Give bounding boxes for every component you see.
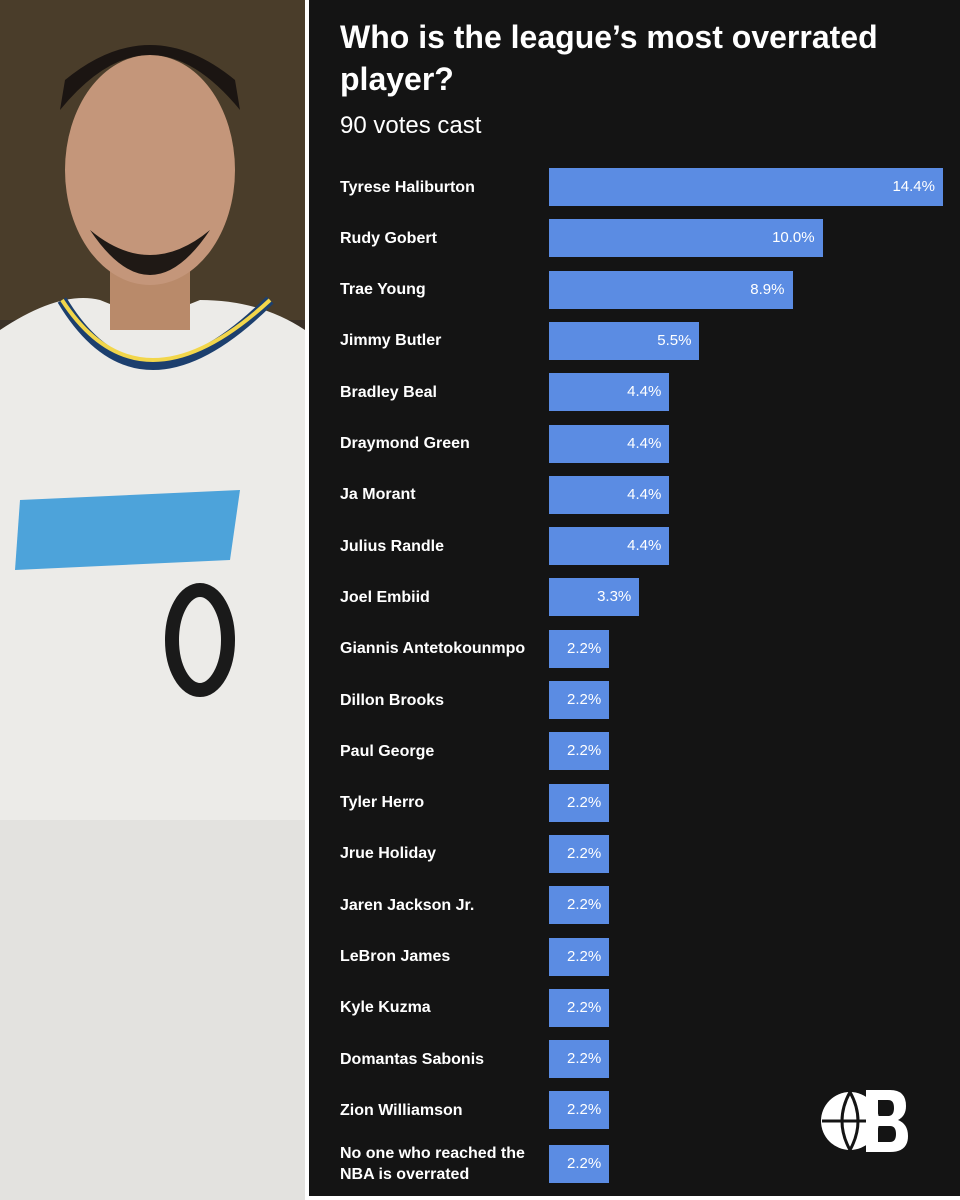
value-label: 14.4% [892, 178, 935, 195]
bar: 4.4% [549, 475, 670, 514]
value-label: 2.2% [566, 1101, 602, 1119]
category-label: Domantas Sabonis [340, 1050, 485, 1068]
value-label: 2.2% [566, 998, 602, 1016]
chart-title: Who is the league’s most overrated playe… [340, 19, 878, 97]
chart-panel: Who is the league’s most overrated playe… [309, 0, 960, 1196]
category-label: LeBron James [340, 948, 451, 965]
value-label: 2.2% [566, 1155, 602, 1173]
bar: 5.5% [549, 321, 700, 360]
category-label: No one who reached the NBA is overrated [340, 1145, 525, 1184]
category-label: Dillon Brooks [340, 691, 445, 709]
value-label: 4.4% [627, 434, 662, 452]
category-label: Joel Embiid [340, 588, 430, 606]
bar: 2.2% [549, 681, 610, 719]
value-label: 5.5% [657, 331, 692, 349]
value-label: 3.3% [597, 588, 632, 606]
category-label: Zion Williamson [340, 1101, 463, 1119]
category-label: Julius Randle [340, 537, 445, 555]
bar: 2.2% [549, 834, 610, 873]
bar: 2.2% [549, 886, 610, 925]
bar: 4.4% [549, 527, 670, 566]
bar: 14.4% [549, 168, 943, 206]
category-label: Jrue Holiday [340, 845, 437, 863]
category-label: Draymond Green [340, 435, 470, 452]
value-label: 2.2% [566, 691, 602, 708]
category-label: Giannis Antetokounmpo [340, 640, 526, 658]
category-label: Ja Morant [340, 486, 416, 504]
bar: 8.9% [549, 270, 793, 309]
bar: 2.2% [549, 937, 610, 976]
bar: 4.4% [549, 373, 670, 412]
value-label: 2.2% [566, 896, 602, 914]
category-label: Bradley Beal [340, 383, 437, 401]
value-label: 4.4% [627, 383, 662, 401]
bar: 2.2% [549, 988, 610, 1027]
bar: 2.2% [549, 783, 610, 822]
bar: 2.2% [549, 1040, 610, 1079]
bar: 2.2% [549, 1145, 610, 1184]
player-photo [0, 0, 305, 1200]
bar: 2.2% [549, 1091, 610, 1130]
category-label: Trae Young [340, 281, 426, 299]
value-label: 2.2% [566, 639, 602, 657]
value-label: 8.9% [750, 280, 785, 298]
bar: 3.3% [549, 578, 640, 617]
value-label: 2.2% [566, 742, 602, 760]
value-label: 2.2% [566, 947, 602, 965]
bar: 2.2% [549, 732, 610, 771]
logo [821, 1090, 908, 1152]
category-label: Tyler Herro [340, 794, 425, 812]
bar: 4.4% [549, 424, 670, 463]
category-label: Jimmy Butler [340, 332, 442, 350]
chart-subtitle: 90 votes cast [340, 112, 482, 139]
bar: 2.2% [549, 629, 610, 668]
value-label: 2.2% [566, 793, 602, 811]
category-label: Paul George [340, 742, 435, 760]
category-label: Rudy Gobert [340, 229, 437, 247]
value-label: 2.2% [566, 844, 602, 862]
category-label: Tyrese Haliburton [340, 178, 475, 196]
value-label: 4.4% [627, 537, 662, 555]
category-label: Kyle Kuzma [340, 999, 431, 1017]
value-label: 10.0% [772, 229, 815, 247]
category-label: Jaren Jackson Jr. [340, 896, 475, 914]
bar: 10.0% [549, 219, 823, 258]
value-label: 2.2% [566, 1050, 602, 1068]
value-label: 4.4% [627, 485, 662, 503]
